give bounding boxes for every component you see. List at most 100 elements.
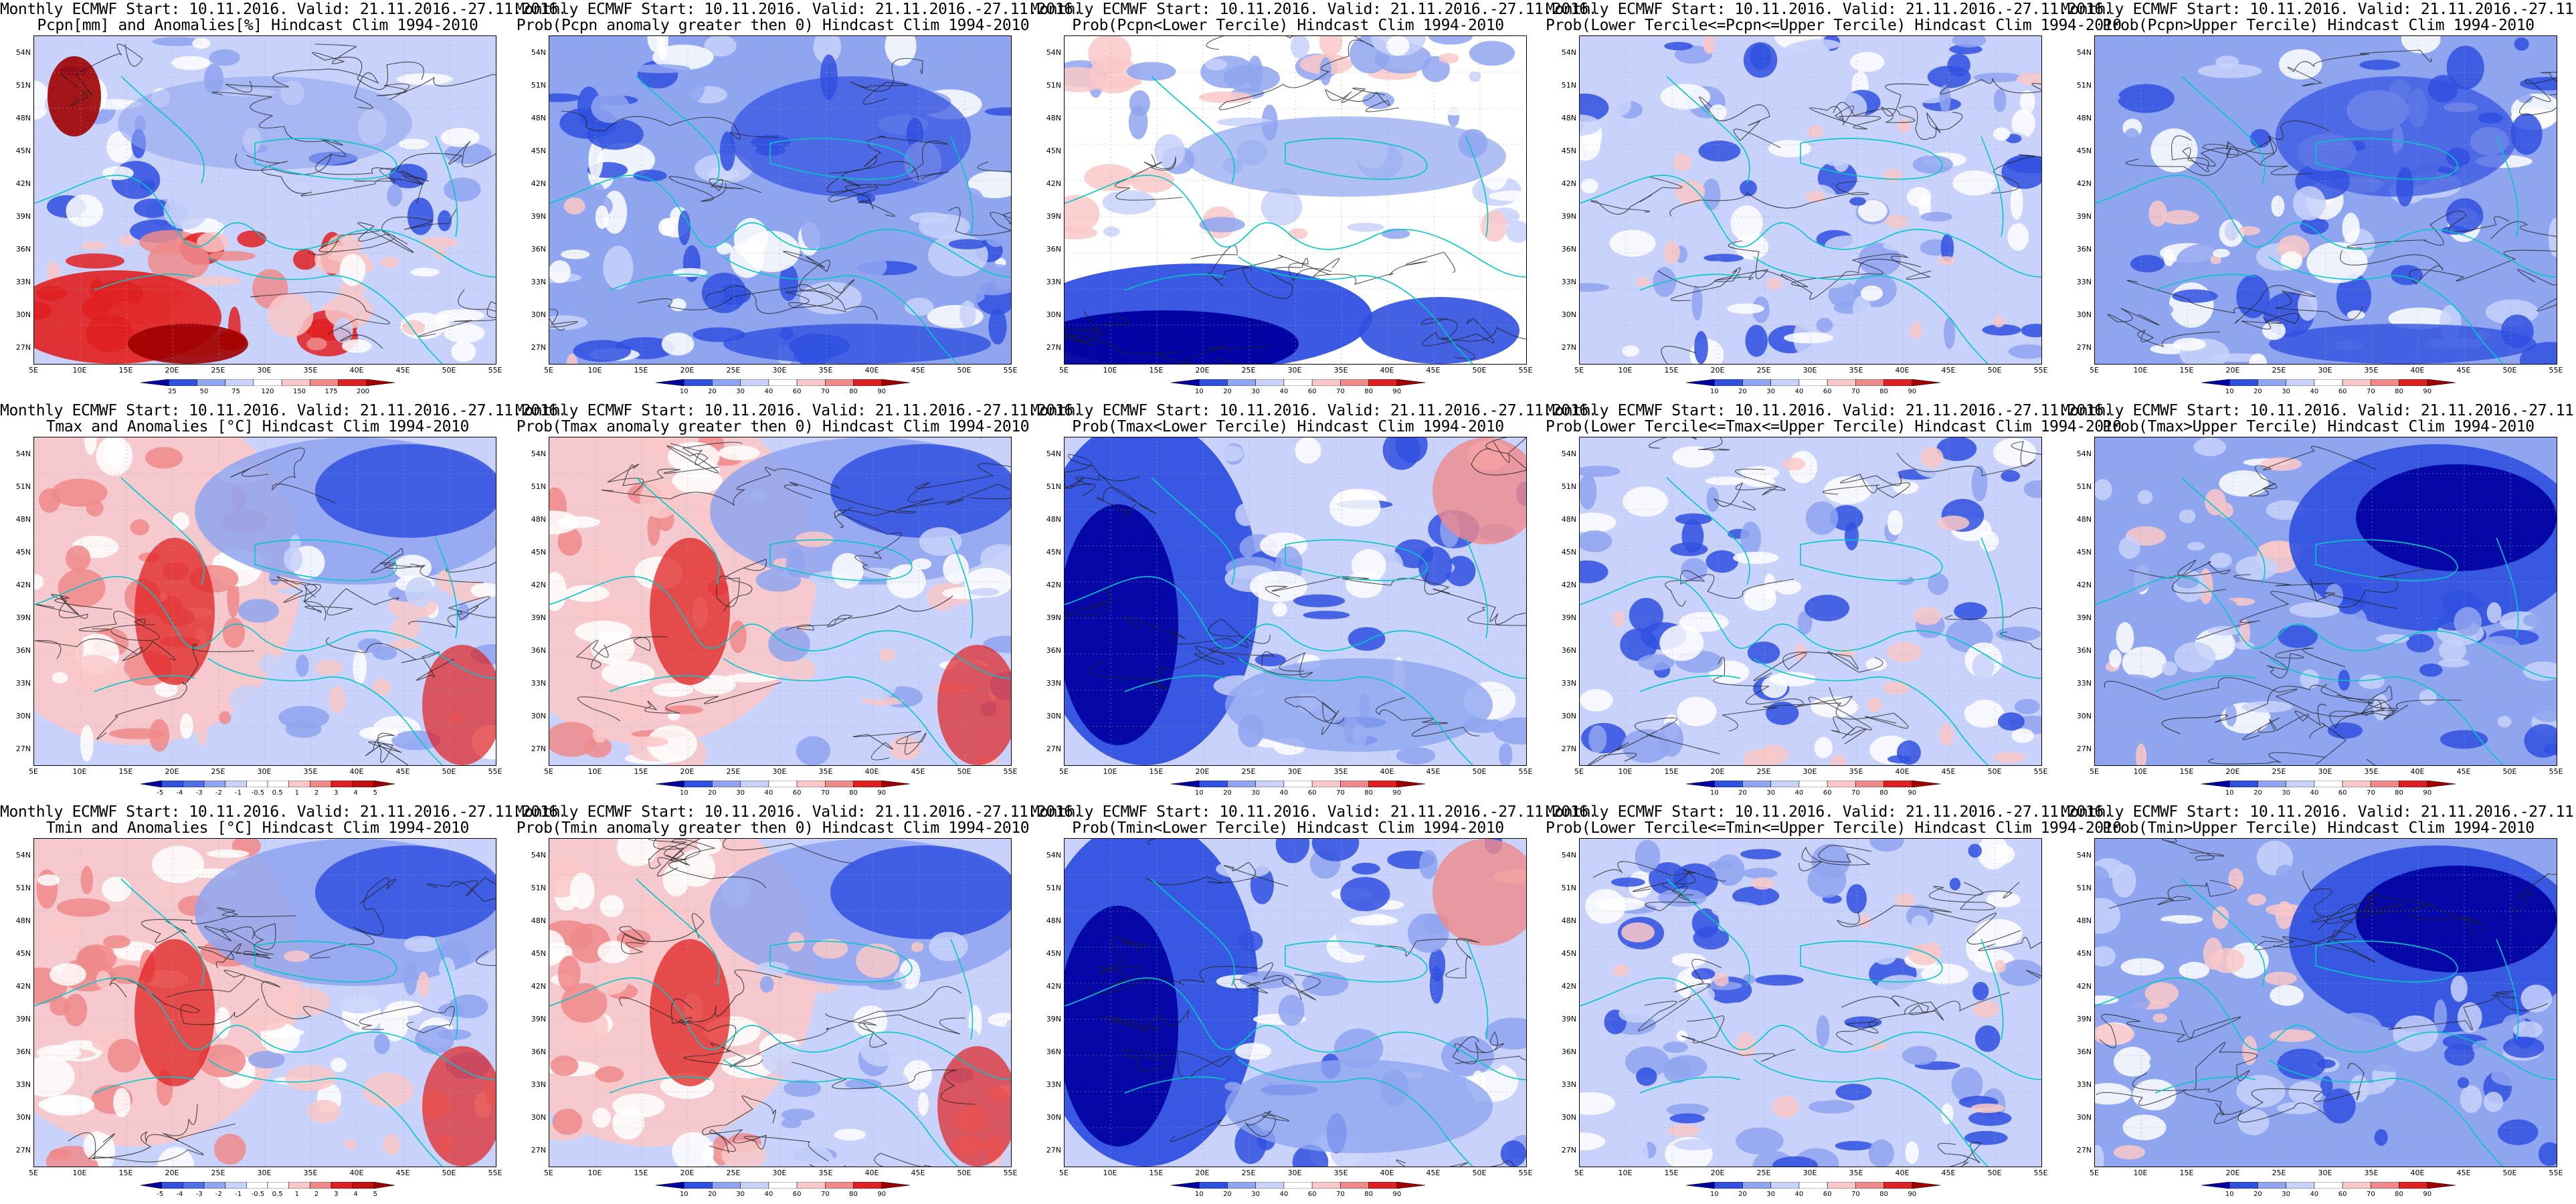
lat-label: 33N [531,1080,546,1089]
colorbar-label: 30 [736,388,745,395]
colorbar-label: 40 [2310,1191,2319,1198]
colorbar-segment [768,379,798,386]
colorbar [1171,1182,1425,1189]
lat-label: 54N [531,851,546,860]
lon-label: 5E [2090,1169,2099,1177]
lon-label: 40E [1380,366,1394,375]
lon-label: 45E [1941,767,1956,776]
lon-label: 15E [2179,366,2194,375]
lat-label: 27N [1046,343,1061,352]
colorbar-label: 80 [2395,1191,2403,1198]
lat-label: 36N [1561,1047,1576,1056]
colorbar-segment [1227,1182,1256,1189]
lon-label: 30E [2318,767,2332,776]
map-field [549,437,1012,766]
lat-label: 36N [15,245,31,254]
colorbar-segment [246,781,268,787]
colorbar [2201,781,2456,787]
lat-label: 33N [1561,1080,1576,1089]
lon-label: 55E [2033,767,2048,776]
lat-label: 42N [1046,581,1061,589]
lon-label: 10E [1103,366,1117,375]
lon-label: 10E [2133,366,2148,375]
lon-label: 5E [2090,767,2099,776]
colorbar-segment [141,379,169,386]
lon-label: 45E [911,366,925,375]
colorbar-segment [1855,1182,1884,1189]
lon-label: 10E [1103,767,1117,776]
colorbar-segment [225,781,247,787]
map-panel-pcpn-prob-upper: Monthly ECMWF Start: 10.11.2016. Valid: … [2061,0,2576,401]
colorbar-segment [352,1182,374,1189]
panel-title-line2: Prob(Lower Tercile<=Tmax<=Upper Tercile)… [1546,418,2122,435]
panel-title-line2: Tmax and Anomalies [°C] Hindcast Clim 19… [45,418,470,435]
lat-label: 33N [2076,278,2092,286]
lat-label: 33N [1561,679,1576,688]
colorbar-label: 60 [1307,388,1317,395]
colorbar-label: 60 [1307,1191,1317,1198]
lon-label: 10E [72,767,87,776]
lon-label: 5E [29,767,38,776]
lon-label: 30E [1803,767,1817,776]
lon-label: 50E [442,366,456,375]
lat-label: 54N [1046,449,1061,458]
colorbar-segment [1283,1182,1313,1189]
lon-label: 45E [1426,767,1441,776]
colorbar-label: 90 [1908,789,1917,797]
colorbar-label: 40 [1795,388,1804,395]
lon-label: 15E [118,366,133,375]
panel-title-line1: Monthly ECMWF Start: 10.11.2016. Valid: … [2061,803,2576,821]
lon-label: 55E [488,767,502,776]
colorbar-label: 40 [764,1191,773,1198]
lon-label: 25E [1756,366,1771,375]
colorbar-segment [203,781,225,787]
colorbar [1171,781,1425,787]
colorbar-label: 40 [1279,388,1289,395]
lon-label: 35E [818,767,833,776]
colorbar-segment [1198,781,1228,787]
lon-label: 30E [257,1169,272,1177]
lat-label: 42N [531,982,546,991]
lon-label: 30E [1287,767,1302,776]
colorbar-label: 90 [1908,388,1917,395]
lon-label: 15E [2179,1169,2194,1177]
colorbar-label: 20 [708,1191,717,1198]
lat-label: 48N [15,916,31,925]
colorbar-label: 2 [314,789,319,797]
colorbar-segment [267,781,289,787]
lat-label: 36N [15,646,31,655]
lon-label: 10E [1618,1169,1633,1177]
lat-label: 45N [1046,146,1061,155]
lat-label: 33N [531,278,546,286]
panel-title-line1: Monthly ECMWF Start: 10.11.2016. Valid: … [2061,1,2576,18]
lon-label: 45E [1426,366,1441,375]
lon-label: 20E [1710,767,1725,776]
lon-label: 40E [1380,767,1394,776]
lat-label: 42N [1561,179,1576,188]
lon-label: 40E [864,767,879,776]
lat-label: 27N [15,744,31,753]
colorbar-segment [2201,1182,2230,1189]
colorbar-segment [1714,379,1743,386]
colorbar-segment [168,379,197,386]
map-field [2094,35,2557,365]
panel-title-line1: Monthly ECMWF Start: 10.11.2016. Valid: … [1030,803,1598,821]
colorbar-label: 30 [1251,388,1261,395]
lat-label: 30N [1561,712,1576,720]
colorbar-label: 20 [1738,388,1747,395]
map-panel-tmax-anom: Monthly ECMWF Start: 10.11.2016. Valid: … [0,401,567,803]
colorbar-label: 90 [1392,388,1402,395]
lon-label: 10E [587,366,602,375]
lon-label: 50E [1987,1169,2002,1177]
colorbar-label: 20 [2253,1191,2262,1198]
colorbar-label: -4 [176,1191,183,1198]
colorbar-segment [796,1182,826,1189]
colorbar-label: 40 [2310,789,2319,797]
lon-label: 40E [864,1169,879,1177]
colorbar-label: 20 [1223,789,1232,797]
map-field [1064,838,1527,1167]
colorbar-label: 80 [849,388,858,395]
lat-label: 39N [15,1015,31,1023]
lat-label: 39N [2076,212,2092,221]
colorbar-label: 80 [1364,388,1373,395]
